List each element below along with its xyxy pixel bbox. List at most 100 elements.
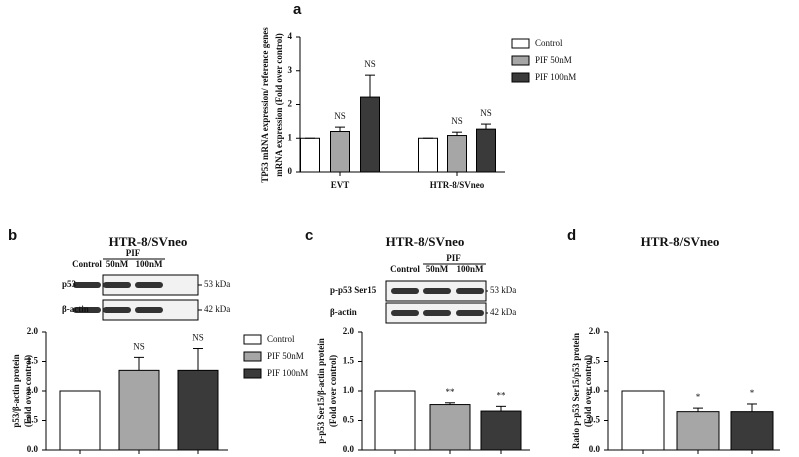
y-axis-label: p53/β-actin protein <box>11 354 21 427</box>
y-tick-label: 0.0 <box>589 444 601 454</box>
bar <box>118 369 160 451</box>
legend-label: PIF 50nM <box>267 351 304 361</box>
significance-label: NS <box>480 108 492 118</box>
y-tick-label: 1.5 <box>589 356 601 366</box>
significance-label: ** <box>446 387 456 397</box>
bar <box>300 137 320 173</box>
bar <box>429 404 471 451</box>
blot-band <box>391 288 419 294</box>
legend-swatch <box>511 72 530 83</box>
lane-label: 50nM <box>426 264 449 274</box>
y-tick-label: 0.5 <box>27 415 39 425</box>
blot-band <box>73 307 101 313</box>
legend-swatch <box>511 55 530 66</box>
y-tick-label: 1 <box>288 132 293 142</box>
y-tick-label: 1.0 <box>589 385 601 395</box>
y-axis-label: (Fold over control) <box>23 355 33 427</box>
blot-band <box>456 310 484 316</box>
x-tick-label: EVT <box>331 180 350 190</box>
bar <box>374 390 416 451</box>
panel-b: b HTR-8/SVneo p53/β-actin protein (Fold ove… <box>8 227 308 454</box>
blot-band <box>103 307 131 313</box>
legend-label: PIF 50nM <box>535 55 572 65</box>
bar <box>621 390 665 451</box>
y-axis-label: p-p53 Ser15/β-actin protein <box>316 338 326 444</box>
kda-label: 53 kDa <box>490 285 516 295</box>
legend-label: Control <box>267 334 295 344</box>
significance-label: NS <box>364 59 376 69</box>
y-axis-label: (Fold over control) <box>328 355 338 427</box>
blot-row-label: β-actin <box>62 304 89 314</box>
legend-swatch <box>243 368 262 379</box>
lane-label: Control <box>72 259 102 269</box>
y-tick-label: 0.0 <box>27 444 39 454</box>
bar <box>676 411 720 451</box>
bar <box>177 369 219 451</box>
y-tick-label: 4 <box>288 31 293 41</box>
panel-title: HTR-8/SVneo <box>641 234 720 249</box>
y-tick-label: 1.5 <box>343 356 355 366</box>
panel-c: c HTR-8/SVneo p-p53 Ser15/β-actin protein(… <box>305 227 530 454</box>
significance-label: ** <box>497 390 507 400</box>
blot-band <box>135 282 163 288</box>
panel-d: d HTR-8/SVneo Ratio p-p53 Ser15/p53 protei… <box>567 227 780 454</box>
blot-band <box>423 310 451 316</box>
group-label: PIF <box>126 248 141 258</box>
y-tick-label: 1.0 <box>343 385 355 395</box>
y-tick-label: 0.5 <box>589 415 601 425</box>
y-axis-label: (Fold over control) <box>583 355 593 427</box>
bar <box>447 135 467 173</box>
significance-label: * <box>696 392 701 402</box>
y-axis-label: mRNA expression (Fold over control) <box>274 33 284 177</box>
significance-label: * <box>750 388 755 398</box>
bar <box>59 390 101 451</box>
panel-a: a TP53 mRNA expression/ reference genes mR… <box>260 1 576 190</box>
y-tick-label: 0 <box>288 166 293 176</box>
y-tick-label: 2.0 <box>27 326 39 336</box>
panel-label: c <box>305 227 313 244</box>
kda-label: 42 kDa <box>204 304 230 314</box>
x-tick-label: HTR-8/SVneo <box>430 180 485 190</box>
blot-band <box>391 310 419 316</box>
y-tick-label: 2.0 <box>343 326 355 336</box>
blot-band <box>73 282 101 288</box>
y-axis-label: TP53 mRNA expression/ reference genes <box>260 27 270 183</box>
legend-label: PIF 100nM <box>267 368 308 378</box>
significance-label: NS <box>192 333 204 343</box>
panel-title: HTR-8/SVneo <box>386 234 465 249</box>
panel-label: d <box>567 227 576 244</box>
blot-row-label: p-p53 Ser15 <box>330 285 377 295</box>
blot-band <box>103 282 131 288</box>
blot-band <box>423 288 451 294</box>
panel-label: a <box>293 1 302 18</box>
legend-swatch <box>243 351 262 362</box>
legend-label: PIF 100nM <box>535 72 576 82</box>
bar <box>480 410 522 451</box>
lane-label: 50nM <box>106 259 129 269</box>
y-tick-label: 0.0 <box>343 444 355 454</box>
lane-label: 100nM <box>457 264 485 274</box>
legend-swatch <box>243 334 262 345</box>
significance-label: NS <box>133 341 145 351</box>
y-tick-label: 0.5 <box>343 415 355 425</box>
legend-swatch <box>511 38 530 49</box>
panel-title: HTR-8/SVneo <box>109 234 188 249</box>
lane-label: Control <box>390 264 420 274</box>
group-label: PIF <box>446 253 461 263</box>
y-tick-label: 3 <box>288 65 293 75</box>
blot-row-label: p53 <box>62 279 77 289</box>
kda-label: 53 kDa <box>204 279 230 289</box>
y-tick-label: 1.0 <box>27 385 39 395</box>
y-tick-label: 1.5 <box>27 356 39 366</box>
y-axis-label: Ratio p-p53 Ser15/p53 protein <box>571 333 581 449</box>
bar <box>730 411 774 451</box>
bar <box>360 96 380 173</box>
bar <box>418 137 438 173</box>
lane-label: 100nM <box>136 259 164 269</box>
blot-row-label: β-actin <box>330 307 357 317</box>
kda-label: 42 kDa <box>490 307 516 317</box>
blot-band <box>456 288 484 294</box>
y-tick-label: 2 <box>288 99 293 109</box>
legend-label: Control <box>535 38 563 48</box>
